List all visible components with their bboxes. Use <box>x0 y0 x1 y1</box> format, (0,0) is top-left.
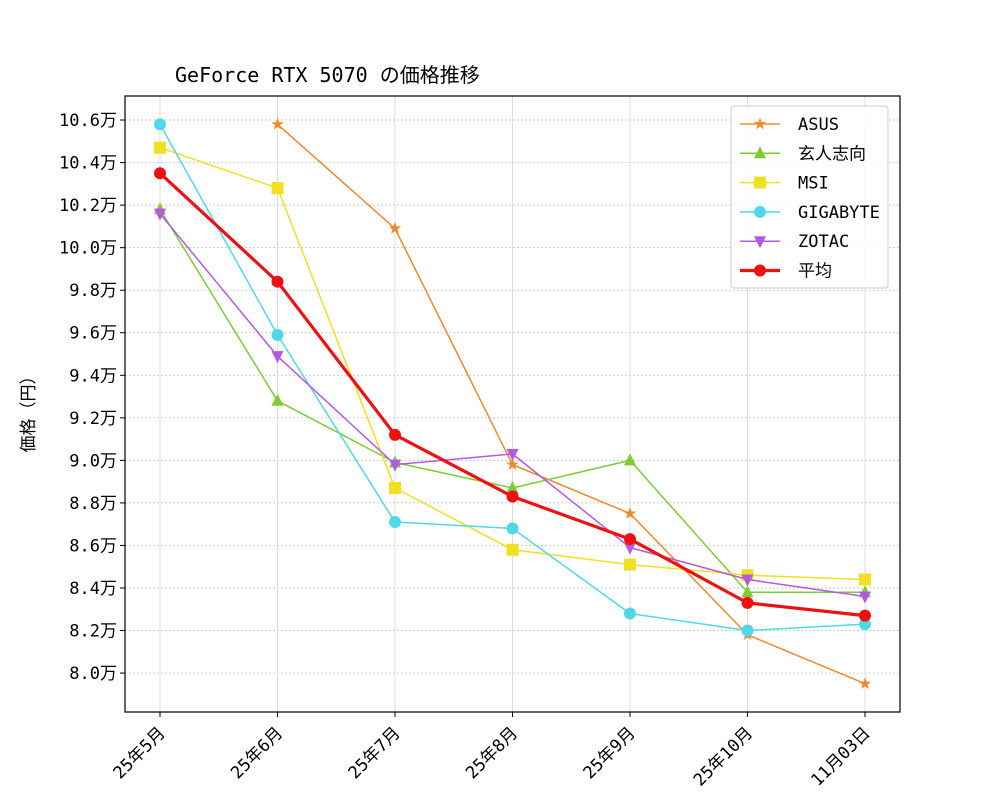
marker <box>859 573 871 586</box>
marker <box>271 393 284 406</box>
marker <box>506 448 519 461</box>
series-line <box>277 123 866 685</box>
legend-label: ZOTAC <box>798 232 849 252</box>
marker <box>271 182 284 195</box>
marker <box>741 574 754 587</box>
marker <box>753 117 767 130</box>
marker <box>506 543 519 556</box>
y-tick-label: 8.4万 <box>69 579 117 599</box>
marker <box>271 328 284 341</box>
marker <box>858 677 872 689</box>
y-tick-label: 10.0万 <box>59 239 117 259</box>
marker <box>624 453 636 466</box>
marker <box>741 596 754 609</box>
marker <box>389 428 401 441</box>
legend-label: MSI <box>798 174 829 194</box>
marker <box>271 117 284 130</box>
legend-label: ASUS <box>798 115 839 135</box>
marker <box>754 146 766 159</box>
marker <box>271 351 284 364</box>
y-tick-label: 8.8万 <box>69 494 117 514</box>
y-axis-label: 価格（円） <box>19 368 39 453</box>
marker <box>154 118 166 131</box>
legend: ASUS 玄人志向 MSI GIGABYTE ZOTAC 平均 <box>730 105 889 289</box>
marker <box>506 458 519 470</box>
legend-box <box>730 105 889 289</box>
marker <box>859 609 871 622</box>
marker <box>624 607 636 620</box>
marker <box>754 264 766 277</box>
marker <box>754 205 766 218</box>
y-tick-label: 8.6万 <box>69 536 117 556</box>
marker <box>624 542 636 555</box>
y-tick-label: 9.8万 <box>69 281 117 301</box>
marker <box>754 176 766 189</box>
y-tick-label: 9.6万 <box>69 324 117 344</box>
y-tick-label: 8.0万 <box>69 664 117 684</box>
marker <box>859 618 871 631</box>
marker <box>624 558 636 571</box>
marker <box>389 482 401 495</box>
legend-label: 平均 <box>798 262 832 282</box>
y-tick-label: 9.0万 <box>69 451 117 471</box>
marker <box>859 591 871 604</box>
marker <box>154 141 166 154</box>
marker <box>754 236 766 249</box>
legend-label: 玄人志向 <box>798 144 866 164</box>
marker <box>389 516 401 529</box>
y-tick-label: 9.2万 <box>69 409 117 429</box>
marker <box>271 275 284 288</box>
marker <box>389 459 401 472</box>
marker <box>741 624 754 637</box>
marker <box>741 585 754 598</box>
y-tick-label: 10.6万 <box>59 111 117 131</box>
plot <box>154 117 872 689</box>
legend-label: GIGABYTE <box>798 203 880 223</box>
y-tick-label: 8.2万 <box>69 622 117 642</box>
marker <box>623 507 637 519</box>
marker <box>624 533 636 546</box>
marker <box>388 222 402 234</box>
y-tick-label: 10.2万 <box>59 196 117 216</box>
y-tick-label: 10.4万 <box>59 154 117 174</box>
y-tick-label: 9.4万 <box>69 366 117 386</box>
marker <box>506 522 519 535</box>
marker <box>506 481 519 494</box>
marker <box>154 167 166 180</box>
chart-title: GeForce RTX 5070 の価格推移 <box>175 63 480 87</box>
marker <box>154 208 166 221</box>
marker <box>506 490 519 503</box>
